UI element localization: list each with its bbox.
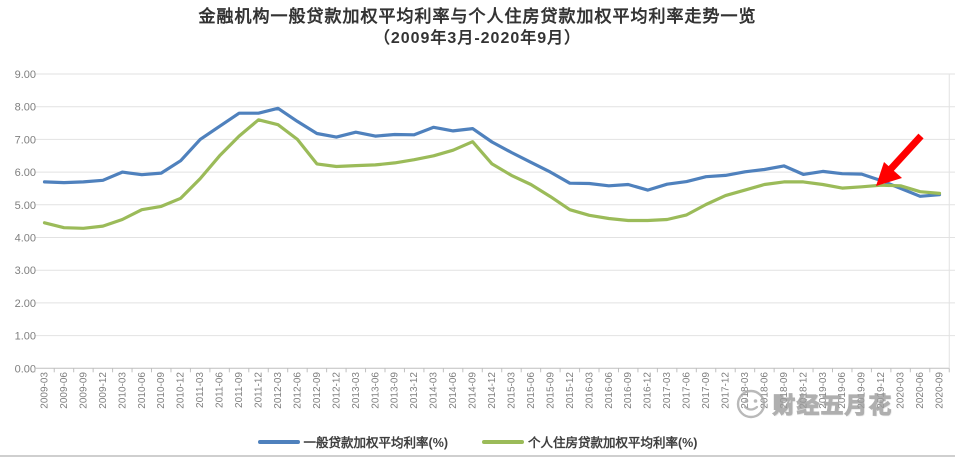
x-axis-tick-label: 2010-09 xyxy=(156,372,167,409)
chart-title: 金融机构一般贷款加权平均利率与个人住房贷款加权平均利率走势一览 （2009年3月… xyxy=(0,6,955,49)
x-axis-tick-label: 2020-03 xyxy=(896,372,907,409)
x-axis-tick-label: 2009-06 xyxy=(59,372,70,409)
x-axis-tick-label: 2016-06 xyxy=(604,372,615,409)
housing-loan-rate-line xyxy=(42,118,942,230)
x-axis-tick-label: 2018-06 xyxy=(759,372,770,409)
y-axis-tick-label: 5.00 xyxy=(15,200,36,212)
x-axis-tick-label: 2009-03 xyxy=(40,372,51,409)
legend-item-general-loan: 一般贷款加权平均利率(%) xyxy=(257,432,448,451)
chart-title-line1: 金融机构一般贷款加权平均利率与个人住房贷款加权平均利率走势一览 xyxy=(198,7,757,26)
y-axis-tick-label: 0.00 xyxy=(15,363,36,375)
x-axis-tick-label: 2019-03 xyxy=(818,372,829,409)
x-axis-tick-label: 2014-09 xyxy=(468,372,479,409)
x-axis-tick-label: 2012-06 xyxy=(292,372,303,409)
x-axis-tick-label: 2018-09 xyxy=(779,372,790,409)
x-axis-tick-label: 2014-12 xyxy=(487,372,498,409)
x-axis-tick-label: 2020-06 xyxy=(915,372,926,409)
x-axis-tick-label: 2015-12 xyxy=(565,372,576,409)
x-axis-tick-label: 2017-03 xyxy=(662,372,673,409)
x-axis-tick-label: 2015-09 xyxy=(545,372,556,409)
legend-item-housing-loan: 个人住房贷款加权平均利率(%) xyxy=(482,432,697,451)
crossing-arrow-head xyxy=(876,162,902,186)
y-axis-tick-label: 8.00 xyxy=(15,102,36,114)
y-axis-tick-label: 1.00 xyxy=(15,331,36,343)
y-axis-tick-label: 7.00 xyxy=(15,134,36,146)
x-axis-tick-label: 2017-06 xyxy=(682,372,693,409)
y-axis-tick-label: 3.00 xyxy=(15,265,36,277)
x-axis-tick-label: 2014-03 xyxy=(429,372,440,409)
x-axis-tick-label: 2009-12 xyxy=(98,372,109,409)
x-axis-tick-label: 2011-09 xyxy=(234,372,245,408)
y-axis-tick-label: 2.00 xyxy=(15,298,36,310)
chart-legend: 一般贷款加权平均利率(%) 个人住房贷款加权平均利率(%) xyxy=(0,432,955,451)
x-axis-tick-label: 2011-06 xyxy=(215,372,226,408)
x-axis-tick-label: 2019-09 xyxy=(857,372,868,409)
y-axis-tick-label: 6.00 xyxy=(15,167,36,179)
y-axis-tick-label: 9.00 xyxy=(15,69,36,81)
legend-label-general-loan: 一般贷款加权平均利率(%) xyxy=(303,436,448,450)
x-axis-tick-label: 2010-03 xyxy=(117,372,128,409)
x-axis-tick-label: 2010-06 xyxy=(137,372,148,409)
bottom-divider xyxy=(0,455,955,457)
x-axis-tick-label: 2019-12 xyxy=(876,372,887,409)
x-axis-tick-label: 2012-12 xyxy=(331,372,342,409)
x-axis-tick-label: 2014-06 xyxy=(448,372,459,409)
x-axis-tick-label: 2015-06 xyxy=(526,372,537,409)
legend-line-swatch-blue xyxy=(257,439,300,444)
x-axis-tick-label: 2013-03 xyxy=(351,372,362,409)
x-axis-tick-label: 2019-06 xyxy=(837,372,848,409)
x-axis-tick-label: 2017-09 xyxy=(701,372,712,409)
x-axis-tick-label: 2016-03 xyxy=(584,372,595,409)
x-axis-tick-label: 2015-03 xyxy=(506,372,517,409)
chart-title-line2: （2009年3月-2020年9月） xyxy=(373,30,582,47)
x-axis-tick-label: 2017-12 xyxy=(720,372,731,409)
x-axis-tick-label: 2012-03 xyxy=(273,372,284,409)
y-axis-tick-label: 4.00 xyxy=(15,233,36,245)
x-axis-tick-label: 2013-12 xyxy=(409,372,420,409)
crossing-arrow-shaft xyxy=(885,133,924,175)
x-axis-tick-label: 2016-12 xyxy=(643,372,654,409)
x-axis-tick-label: 2016-09 xyxy=(623,372,634,409)
legend-line-swatch-green xyxy=(482,439,524,444)
x-axis-tick-label: 2009-09 xyxy=(78,372,89,409)
x-axis-tick-label: 2011-12 xyxy=(254,372,265,408)
x-axis-tick-label: 2012-09 xyxy=(312,372,323,409)
x-axis-tick-label: 2018-03 xyxy=(740,372,751,409)
general-loan-rate-line xyxy=(42,106,942,198)
x-axis-tick-label: 2013-09 xyxy=(390,372,401,409)
x-axis-tick-label: 2020-09 xyxy=(935,372,946,409)
x-axis-tick-label: 2018-12 xyxy=(798,372,809,409)
x-axis-tick-label: 2013-06 xyxy=(370,372,381,409)
legend-label-housing-loan: 个人住房贷款加权平均利率(%) xyxy=(528,436,698,450)
x-axis-tick-label: 2011-03 xyxy=(195,372,206,408)
x-axis-tick-label: 2010-12 xyxy=(176,372,187,409)
